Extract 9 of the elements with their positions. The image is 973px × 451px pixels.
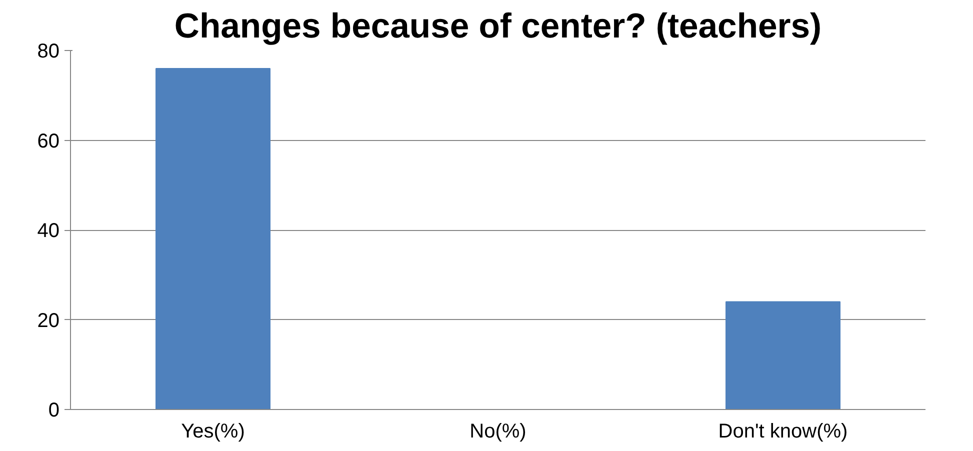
chart-title: Changes because of center? (teachers) bbox=[174, 8, 822, 46]
y-tick-label: 0 bbox=[48, 400, 60, 422]
x-tick-label: Don't know(%) bbox=[718, 420, 848, 442]
x-tick-label: No(%) bbox=[470, 420, 526, 442]
y-tick-label: 20 bbox=[37, 310, 60, 332]
y-tick-label: 60 bbox=[37, 130, 60, 152]
y-tick-label: 40 bbox=[37, 220, 60, 242]
x-tick-label: Yes(%) bbox=[181, 420, 245, 442]
y-tick-label: 80 bbox=[37, 40, 60, 62]
